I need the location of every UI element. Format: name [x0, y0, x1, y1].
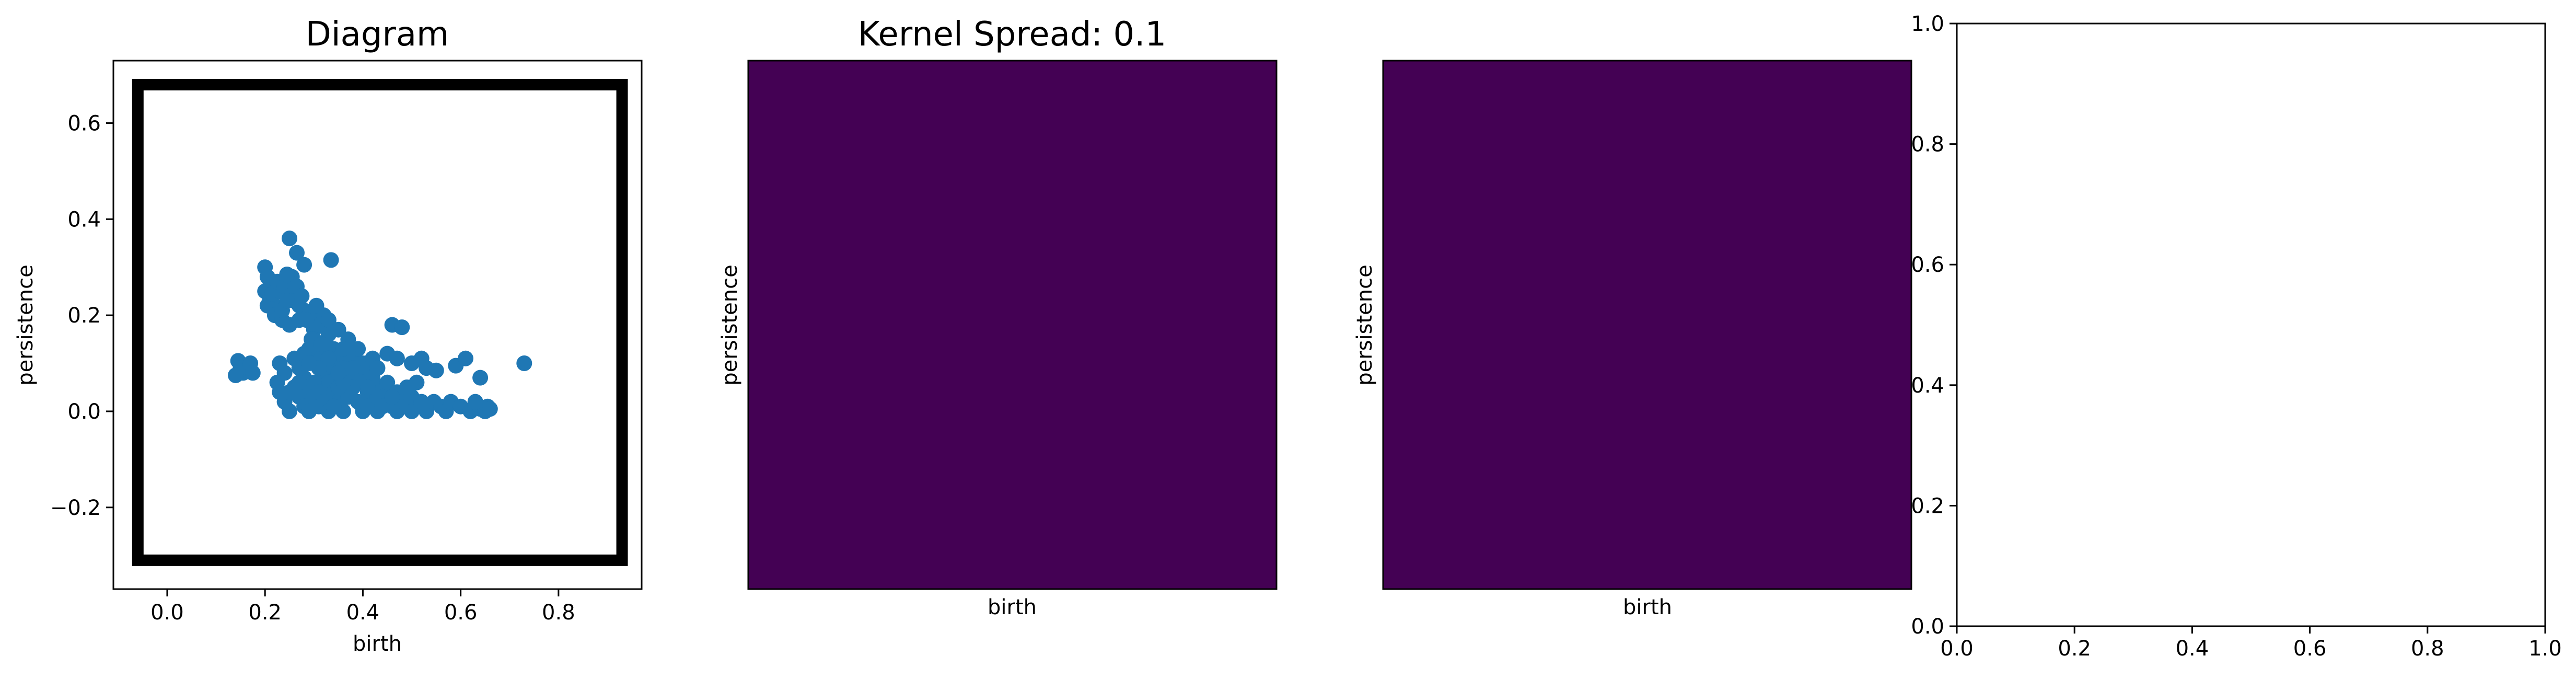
diagram-title: Diagram	[306, 15, 449, 54]
diagram-point	[379, 374, 396, 390]
diagram-point	[320, 312, 336, 328]
empty-axes-ytick-label: 0.4	[1911, 374, 1944, 398]
heatmap-1-ylabel: persistence	[718, 264, 742, 385]
heatmap-2-ylabel: persistence	[1353, 264, 1377, 385]
diagram-point	[359, 379, 376, 395]
diagram-xtick-label: 0.6	[444, 601, 478, 625]
diagram-ticks: 0.0 0.2 0.4 0.6 0.8 −0.2 0.0 0.2 0.4 0.6	[50, 111, 575, 625]
diagram-point	[374, 398, 390, 415]
diagram-axes-frame	[112, 60, 643, 590]
diagram-points	[228, 231, 532, 419]
diagram-point	[323, 252, 339, 268]
diagram-point	[289, 245, 305, 261]
diagram-point	[335, 341, 351, 357]
empty-axes-ytick-label: 0.6	[1911, 253, 1944, 277]
diagram-ylabel: persistence	[14, 264, 38, 385]
diagram-point	[279, 293, 295, 309]
diagram-point	[413, 350, 430, 366]
diagram-point	[291, 374, 307, 390]
diagram-point	[369, 360, 386, 376]
diagram-point	[313, 336, 329, 352]
diagram-point	[345, 360, 361, 376]
diagram-xtick-label: 0.0	[150, 601, 184, 625]
diagram-point	[296, 257, 312, 273]
empty-axes-xtick-label: 0.2	[2058, 637, 2091, 661]
empty-axes-xtick-label: 0.4	[2176, 637, 2209, 661]
diagram-point	[298, 312, 315, 328]
diagram-point	[294, 288, 310, 304]
empty-axes-frame	[1956, 22, 2546, 627]
diagram-point	[458, 350, 473, 366]
diagram-point	[330, 321, 346, 338]
diagram-xlabel: birth	[353, 632, 402, 656]
panel-diagram: Diagram 0.0 0.2 0.4 0.6 0.8−0.20.00.20.40.6 …	[14, 15, 643, 656]
diagram-point	[330, 365, 346, 381]
empty-axes-ytick-label: 0.2	[1911, 494, 1944, 518]
empty-axes-xtick-label: 0.6	[2293, 637, 2327, 661]
diagram-point	[228, 367, 243, 383]
diagram-point	[279, 267, 295, 282]
diagram-point	[384, 389, 400, 405]
panel-heatmap-2: birth persistence	[1353, 60, 1912, 619]
diagram-ytick-label: −0.2	[50, 496, 101, 520]
diagram-point	[394, 319, 410, 336]
panel-heatmap-1: Kernel Spread: 0.1 birth persistence	[718, 15, 1278, 619]
diagram-point	[359, 398, 376, 415]
empty-axes-ytick-label: 1.0	[1911, 12, 1944, 36]
diagram-point	[404, 403, 420, 419]
empty-axes-ytick-label: 0.8	[1911, 133, 1944, 157]
diagram-boundary-box	[132, 78, 628, 566]
heatmap-1-title: Kernel Spread: 0.1	[858, 15, 1166, 54]
heatmap-1-xlabel: birth	[988, 595, 1037, 619]
diagram-point	[389, 350, 405, 366]
diagram-point	[516, 355, 532, 371]
diagram-ytick-label: 0.4	[67, 208, 101, 232]
diagram-point	[308, 297, 324, 314]
empty-axes-xtick-label: 1.0	[2528, 637, 2562, 661]
heatmap-2-cell	[1382, 60, 1912, 590]
diagram-point	[245, 365, 261, 381]
empty-axes-xtick-label: 0.8	[2411, 637, 2444, 661]
diagram-ytick-label: 0.0	[67, 400, 101, 424]
heatmap-2-xlabel: birth	[1623, 595, 1672, 619]
diagram-xtick-label: 0.2	[248, 601, 282, 625]
diagram-ytick-label: 0.6	[67, 111, 101, 135]
heatmap-1-cell	[747, 60, 1278, 590]
panel-empty-axes: 0.0 0.2 0.4 0.6 0.8 1.0 0.0 0.2 0.4 0.6 0.8 1.0	[1911, 12, 2561, 661]
diagram-point	[482, 401, 498, 417]
diagram-point	[301, 355, 317, 371]
diagram-point	[472, 370, 489, 386]
diagram-xtick-label: 0.8	[542, 601, 575, 625]
diagram-point	[326, 398, 342, 415]
diagram-point	[467, 394, 483, 410]
diagram-point	[409, 374, 425, 390]
diagram-point	[282, 384, 297, 400]
diagram-point	[282, 403, 297, 419]
diagram-point	[282, 231, 297, 247]
diagram-point	[320, 350, 336, 366]
empty-axes-ticks: 0.0 0.2 0.4 0.6 0.8 1.0 0.0 0.2 0.4 0.6 0.8 1.0	[1911, 12, 2561, 661]
diagram-point	[428, 362, 444, 378]
empty-axes-xtick-label: 0.0	[1940, 637, 1974, 661]
diagram-xtick-label: 0.4	[346, 601, 380, 625]
diagram-point	[301, 403, 317, 419]
diagram-ytick-label: 0.2	[67, 304, 101, 328]
empty-axes-ytick-label: 0.0	[1911, 615, 1944, 639]
